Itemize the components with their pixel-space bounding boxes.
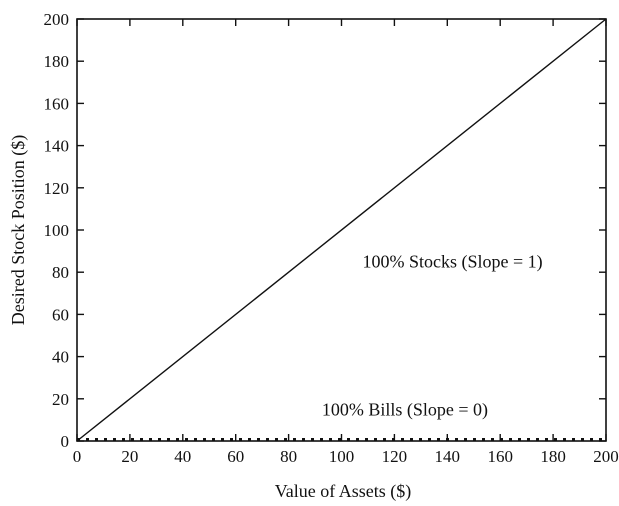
y-tick-label: 40 (52, 348, 69, 367)
x-tick-label: 40 (174, 447, 191, 466)
x-tick-label: 120 (382, 447, 408, 466)
y-axis-ticks: 0 20 40 60 80 100 120 140 160 180 200 (44, 10, 606, 451)
y-tick-label: 200 (44, 10, 70, 29)
y-axis-label: Desired Stock Position ($) (8, 135, 29, 326)
y-tick-label: 180 (44, 52, 70, 71)
y-tick-label: 160 (44, 94, 70, 113)
x-tick-label: 140 (435, 447, 461, 466)
x-tick-label: 20 (121, 447, 138, 466)
x-axis-ticks: 0 20 40 60 80 100 120 140 160 180 200 (73, 19, 619, 466)
x-tick-label: 200 (593, 447, 619, 466)
x-tick-label: 100 (329, 447, 355, 466)
x-tick-label: 160 (487, 447, 513, 466)
x-tick-label: 60 (227, 447, 244, 466)
x-axis-label: Value of Assets ($) (275, 481, 411, 502)
y-tick-label: 0 (61, 432, 70, 451)
annotation-stocks: 100% Stocks (Slope = 1) (363, 252, 543, 273)
y-tick-label: 140 (44, 137, 70, 156)
series-line-stocks (76, 18, 607, 442)
annotation-layer: 100% Stocks (Slope = 1) 100% Bills (Slope… (322, 252, 543, 421)
y-tick-label: 80 (52, 263, 69, 282)
x-tick-label: 0 (73, 447, 82, 466)
annotation-bills: 100% Bills (Slope = 0) (322, 399, 488, 420)
series-layer (76, 18, 607, 442)
y-tick-label: 100 (44, 221, 70, 240)
y-tick-label: 20 (52, 390, 69, 409)
x-tick-label: 80 (280, 447, 297, 466)
y-tick-label: 120 (44, 179, 70, 198)
x-tick-label: 180 (540, 447, 566, 466)
y-tick-label: 60 (52, 305, 69, 324)
